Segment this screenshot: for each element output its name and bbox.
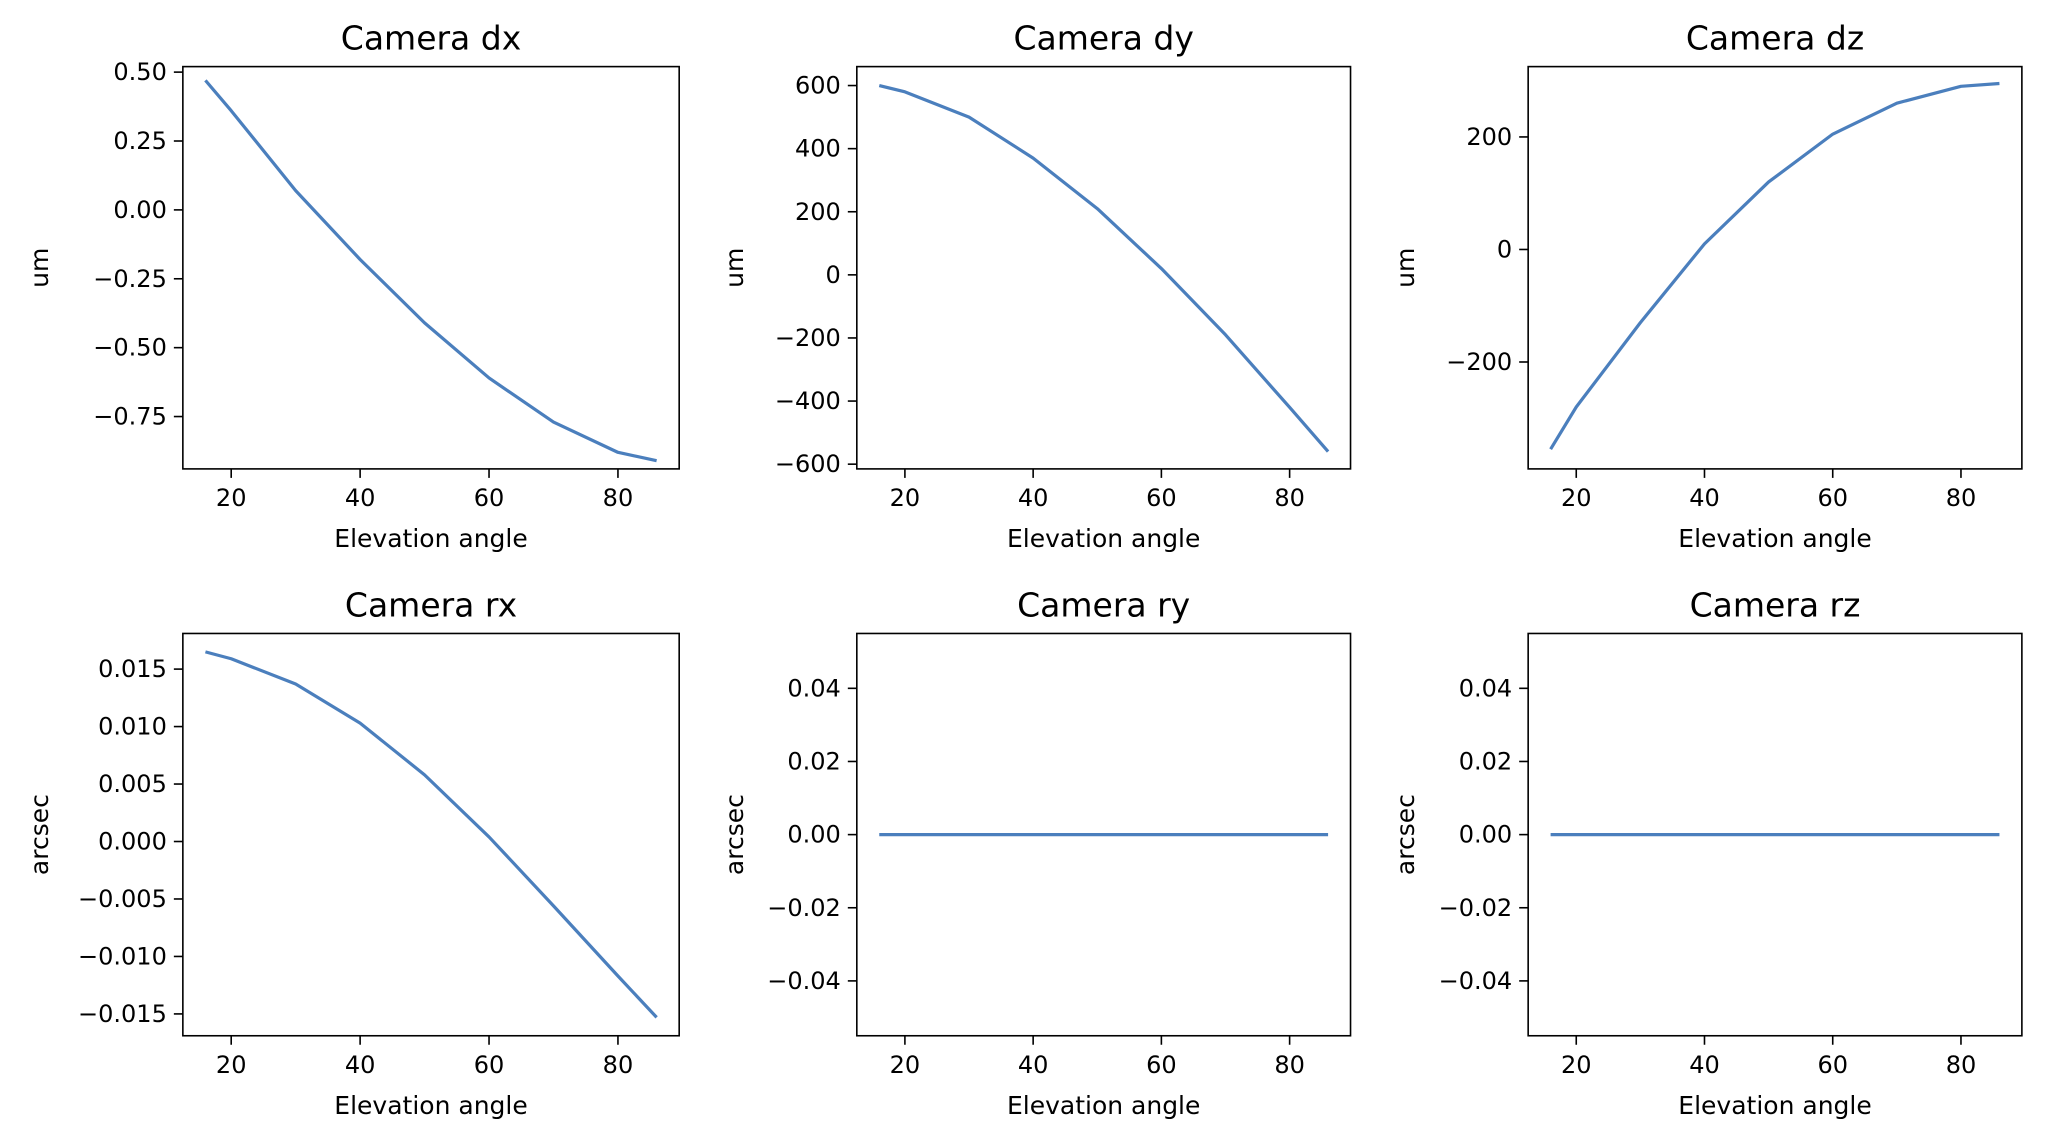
x-tick-label: 60: [474, 1051, 505, 1079]
y-tick-label: 0: [826, 261, 841, 289]
chart-title: Camera dz: [1686, 19, 1864, 58]
plot-frame: [1527, 65, 2023, 470]
x-tick-label: 60: [1817, 1051, 1848, 1079]
subplot-1: 20 40 60 80 0.50 0.25 0.00 −0.25 −0.50 −0.75 Camer…: [25, 19, 680, 553]
x-tick-label: 60: [1146, 1051, 1177, 1079]
y-axis-label: um: [1391, 248, 1420, 288]
y-tick-label: 0.02: [787, 747, 840, 775]
x-tick-label: 40: [1018, 1051, 1049, 1079]
y-tick-label: 0.005: [98, 770, 167, 798]
y-tick-label: −400: [775, 387, 841, 415]
y-tick-label: 0.00: [787, 821, 840, 849]
plot-frame: [856, 65, 1352, 470]
y-tick-label: −200: [775, 324, 841, 352]
subplot-6: 20 40 60 80 0.04 0.02 0.00 −0.02 −0.04 Camera rz E…: [1391, 585, 2023, 1120]
y-tick-label: −200: [1446, 348, 1512, 376]
x-tick-label: 20: [216, 484, 247, 512]
series-line: [205, 650, 658, 1019]
x-tick-label: 80: [1274, 1051, 1305, 1079]
x-tick-label: 20: [890, 484, 921, 512]
plot-frame: [182, 65, 680, 470]
y-tick-label: −0.25: [93, 265, 167, 293]
y-tick-label: 0.50: [113, 58, 166, 86]
y-tick-label: −0.005: [78, 885, 167, 913]
y-tick-label: −0.015: [78, 1000, 167, 1028]
y-tick-label: 200: [1466, 123, 1512, 151]
x-tick-label: 20: [1561, 484, 1592, 512]
y-axis-label: arcsec: [25, 794, 54, 875]
x-tick-label: 20: [216, 1051, 247, 1079]
chart-title: Camera rx: [345, 585, 517, 624]
x-tick-label: 20: [1561, 1051, 1592, 1079]
x-tick-label: 80: [603, 484, 634, 512]
y-tick-label: −0.04: [767, 967, 841, 995]
x-tick-label: 40: [345, 484, 376, 512]
y-tick-label: 200: [795, 198, 841, 226]
y-tick-label: 0.02: [1459, 747, 1512, 775]
x-tick-label: 60: [474, 484, 505, 512]
x-axis-label: Elevation angle: [1678, 1091, 1871, 1120]
y-tick-label: 0.00: [1459, 821, 1512, 849]
x-axis-label: Elevation angle: [1007, 524, 1200, 553]
y-tick-label: −0.75: [93, 403, 167, 431]
x-tick-label: 40: [345, 1051, 376, 1079]
x-axis-label: Elevation angle: [1007, 1091, 1200, 1120]
y-tick-label: 0.010: [98, 713, 167, 741]
y-tick-label: 0.04: [1459, 674, 1512, 702]
y-tick-label: 0.04: [787, 674, 840, 702]
y-tick-label: 400: [795, 135, 841, 163]
series-line: [1549, 81, 2000, 451]
x-tick-label: 80: [1946, 1051, 1977, 1079]
chart-title: Camera dx: [341, 19, 521, 58]
y-axis-label: um: [25, 248, 54, 288]
y-axis-label: arcsec: [720, 794, 749, 875]
y-tick-label: −0.04: [1439, 967, 1513, 995]
x-axis-label: Elevation angle: [1678, 524, 1871, 553]
x-tick-label: 40: [1689, 1051, 1720, 1079]
y-tick-label: 0.000: [98, 828, 167, 856]
subplot-2: 20 40 60 80 600 400 200 0 −200 −400 −600 Camera dy E…: [720, 19, 1352, 553]
y-tick-label: −0.010: [78, 942, 167, 970]
chart-title: Camera rz: [1690, 585, 1861, 624]
chart-title: Camera dy: [1013, 19, 1193, 58]
plot-frame: [182, 632, 680, 1037]
subplot-5: 20 40 60 80 0.04 0.02 0.00 −0.02 −0.04 Camera ry E…: [720, 585, 1352, 1120]
series-line: [204, 79, 657, 463]
x-tick-label: 80: [603, 1051, 634, 1079]
y-tick-label: −0.02: [1439, 894, 1513, 922]
x-axis-label: Elevation angle: [334, 524, 527, 553]
y-tick-label: 0.25: [113, 127, 166, 155]
subplot-4: 20 40 60 80 0.015 0.010 0.005 0.000 −0.005 −0.010…: [25, 585, 680, 1120]
x-tick-label: 80: [1946, 484, 1977, 512]
y-tick-label: −0.02: [767, 894, 841, 922]
y-tick-label: 0: [1497, 235, 1512, 263]
y-tick-label: 600: [795, 72, 841, 100]
x-tick-label: 80: [1274, 484, 1305, 512]
y-tick-label: 0.00: [113, 196, 166, 224]
series-line: [878, 83, 1330, 453]
x-axis-label: Elevation angle: [334, 1091, 527, 1120]
x-tick-label: 20: [890, 1051, 921, 1079]
y-axis-label: um: [720, 248, 749, 288]
y-tick-label: −0.50: [93, 334, 167, 362]
x-tick-label: 60: [1146, 484, 1177, 512]
x-tick-label: 40: [1018, 484, 1049, 512]
subplot-3: 20 40 60 80 200 0 −200 Camera dz Elevation angle…: [1391, 19, 2023, 553]
y-tick-label: 0.015: [98, 655, 167, 683]
y-axis-label: arcsec: [1391, 794, 1420, 875]
x-tick-label: 40: [1689, 484, 1720, 512]
chart-title: Camera ry: [1017, 585, 1190, 624]
y-tick-label: −600: [775, 450, 841, 478]
x-tick-label: 60: [1817, 484, 1848, 512]
